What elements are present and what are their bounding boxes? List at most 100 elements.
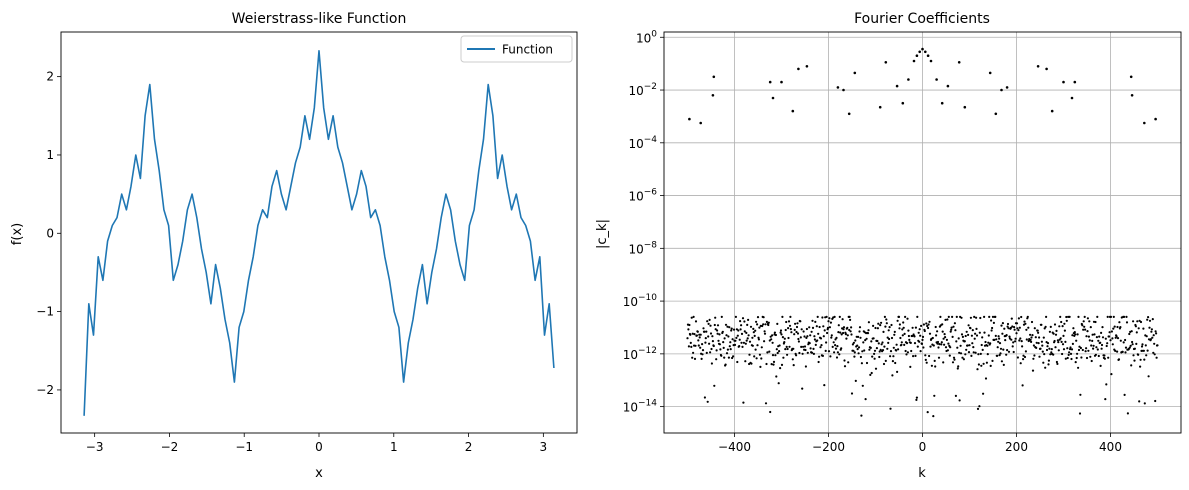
scatter-point-noise [1037,342,1040,345]
scatter-point-noise [781,336,785,339]
scatter-point-noise [785,345,788,348]
scatter-point-noise [965,348,968,351]
scatter-point-noise [944,336,947,339]
scatter-point-noise [796,322,799,325]
scatter-point-noise [1130,330,1133,333]
scatter-point-noise [947,342,950,345]
scatter-point-noise [795,354,798,357]
scatter-point [915,54,919,57]
scatter-point-noise [977,363,981,366]
scatter-point-noise [981,336,984,339]
scatter-point-noise [1081,324,1084,327]
scatter-point-noise [1106,315,1109,318]
scatter-point-noise [936,340,940,344]
x-tick-label: 200 [1005,440,1028,454]
scatter-point-noise [1023,320,1026,323]
scatter-point-noise [1088,339,1091,342]
scatter-point-noise [755,320,758,323]
y-tick-label: 10−8 [628,240,657,256]
scatter-point-noise [728,345,731,348]
scatter-point-noise [815,325,818,328]
scatter-point-noise [1044,325,1047,328]
scatter-point-noise [816,315,819,318]
x-tick-label: 2 [465,440,473,454]
scatter-point-noise [738,345,741,348]
scatter-point-noise [793,328,796,331]
scatter-point-noise [1083,325,1086,328]
scatter-point-noise [772,363,775,366]
scatter-point-noise [1126,412,1129,415]
scatter-point-noise [1029,338,1032,341]
scatter-point-noise [1072,327,1075,330]
scatter-chart-title: Fourier Coefficients [854,11,990,27]
scatter-point-noise [1155,356,1158,359]
scatter-point-noise [1007,327,1010,330]
scatter-point-noise [690,316,693,319]
scatter-point-noise [841,318,844,321]
scatter-point-noise [747,318,750,321]
scatter-point-noise [771,354,775,357]
scatter-point-noise [1135,331,1138,334]
scatter-point-noise [1060,340,1063,343]
scatter-point-noise [693,333,696,336]
scatter-point-noise [961,356,964,359]
scatter-point-noise [822,325,825,328]
scatter-point-noise [736,360,739,364]
scatter-point-noise [992,321,996,324]
scatter-point-noise [831,345,834,348]
scatter-point-noise [1014,337,1017,340]
scatter-point-noise [1031,334,1034,337]
scatter-point-noise [1024,350,1027,353]
scatter-point-noise [851,343,855,346]
scatter-point-noise [1085,356,1089,360]
scatter-point [921,47,924,51]
scatter-point-noise [726,348,730,351]
scatter-point-noise [861,384,864,387]
scatter-point-noise [889,407,892,410]
scatter-point-noise [937,346,940,349]
scatter-point-noise [862,341,865,344]
scatter-point-noise [1038,355,1041,358]
scatter-point-noise [740,332,744,335]
scatter-point-noise [960,333,964,336]
scatter-point-noise [754,348,757,351]
scatter-point-noise [1001,332,1004,335]
scatter-point-noise [1060,320,1063,324]
scatter-point-noise [922,323,926,326]
scatter-point-noise [819,346,822,349]
scatter-point-noise [1081,348,1084,352]
scatter-point-noise [692,315,695,318]
scatter-point-noise [787,336,790,340]
scatter-point-noise [741,317,745,320]
scatter-point-noise [998,342,1002,345]
scatter-point-noise [727,335,730,338]
scatter-point-noise [1148,319,1152,322]
scatter-point-noise [1011,345,1014,348]
scatter-point-noise [1019,337,1022,340]
scatter-point-noise [1018,326,1021,329]
scatter-point-noise [810,330,813,333]
scatter-chart-y-ticks: 100 10−2 10−4 10−6 10−8 10−10 10−12 10−14 [623,29,664,415]
scatter-point-noise [1064,340,1067,343]
scatter-point-noise [1071,342,1074,345]
scatter-point-noise [1137,353,1140,356]
scatter-point-noise [802,345,805,348]
scatter-point-noise [1066,347,1069,350]
scatter-point [1143,121,1146,125]
scatter-point-noise [1093,333,1096,336]
scatter-point-noise [823,329,826,332]
scatter-point-noise [919,334,922,337]
scatter-point-noise [970,334,974,337]
scatter-point-noise [838,353,841,356]
scatter-point [907,78,910,81]
scatter-point-noise [989,364,992,367]
scatter-point-noise [843,359,846,362]
scatter-point-noise [830,336,833,339]
scatter-point-noise [945,338,949,341]
line-chart-y-axis-label: f(x) [10,223,25,245]
scatter-point-noise [769,335,772,338]
scatter-point-noise [1048,330,1051,333]
scatter-point-noise [1061,325,1064,328]
scatter-point-noise [950,328,953,331]
scatter-point-noise [821,316,824,319]
